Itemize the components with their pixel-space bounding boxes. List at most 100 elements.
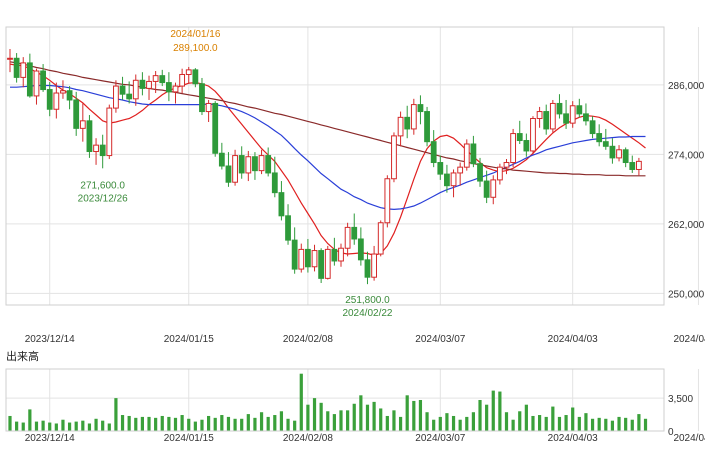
candlestick	[609, 138, 616, 164]
price-x-axis: 2023/12/14 2024/01/15 2024/02/08 2024/03/07…	[25, 334, 705, 345]
candlestick	[444, 164, 450, 193]
candlestick	[7, 49, 13, 73]
candlestick	[13, 53, 20, 83]
candle-body	[298, 248, 305, 270]
candlestick	[192, 68, 199, 88]
candlestick	[384, 175, 391, 228]
volume-bar	[557, 416, 562, 431]
candlestick	[377, 220, 384, 257]
candle-body	[596, 133, 603, 143]
candle-body	[172, 85, 179, 93]
volume-bar	[81, 420, 85, 431]
volume-bar	[458, 419, 462, 431]
volume-bar	[504, 412, 509, 431]
volume-bar	[120, 415, 125, 431]
candlestick	[106, 104, 113, 160]
volume-bar	[147, 416, 151, 431]
volume-bars	[8, 373, 648, 431]
candlestick	[463, 139, 470, 171]
candlestick	[556, 94, 563, 119]
volume-bar	[630, 419, 634, 431]
candle-body	[53, 92, 60, 110]
volume-bar	[134, 417, 138, 431]
volume-bar	[385, 415, 389, 431]
volume-bar	[451, 415, 456, 431]
volume-bar	[445, 413, 449, 431]
candlestick	[324, 245, 331, 280]
volume-bar	[180, 415, 184, 431]
candlestick	[530, 116, 536, 155]
candle-body	[13, 57, 20, 78]
volume-bar	[246, 414, 250, 431]
candle-body	[152, 75, 159, 82]
low-annotation-value: 271,600.0	[80, 180, 125, 191]
volume-bar	[61, 419, 65, 431]
candlestick	[457, 162, 464, 186]
candlestick	[470, 135, 477, 168]
volume-bar	[637, 414, 641, 431]
price-y-tick-label: 250,000	[668, 289, 705, 300]
volume-bar	[438, 416, 442, 431]
candle-body	[357, 238, 364, 261]
volume-bar	[213, 417, 217, 431]
candle-body	[285, 215, 291, 241]
candle-body	[106, 107, 113, 157]
volume-bar	[67, 422, 72, 431]
candle-body	[576, 105, 583, 115]
candle-body	[463, 143, 470, 168]
candlestick	[490, 175, 497, 205]
price-x-tick-label: 2024/01/15	[164, 334, 214, 345]
candlestick	[496, 163, 503, 185]
volume-bar	[127, 415, 131, 431]
high-annotation-value: 289,100.0	[173, 43, 218, 54]
candlestick	[265, 147, 272, 177]
volume-bar	[511, 419, 515, 431]
candle-body	[430, 141, 437, 164]
candle-body	[93, 144, 99, 153]
candlestick	[53, 82, 60, 119]
candlestick	[291, 227, 298, 274]
volume-x-tick-label: 2024/04/03	[548, 433, 598, 444]
candlestick	[252, 152, 258, 180]
candlestick	[172, 82, 179, 104]
volume-bar	[624, 417, 628, 431]
candlestick	[298, 243, 305, 273]
candlestick	[371, 245, 378, 281]
candle-body	[271, 172, 278, 194]
candle-body	[79, 120, 86, 129]
candle-body	[417, 104, 424, 113]
candlestick	[258, 149, 265, 175]
candlestick	[40, 64, 47, 92]
candle-body	[218, 152, 225, 167]
candle-body	[583, 113, 589, 122]
candlestick	[503, 159, 510, 175]
candle-body	[331, 248, 338, 262]
volume-x-tick-label: 2024/04/30	[673, 433, 705, 444]
candle-body	[404, 116, 411, 130]
candlestick	[99, 134, 106, 169]
volume-bar	[571, 407, 575, 431]
candlestick	[351, 213, 358, 245]
volume-bar	[253, 417, 257, 431]
candlestick	[113, 80, 119, 113]
candle-body	[225, 165, 232, 183]
candlestick	[483, 170, 490, 204]
price-y-tick-label: 274,000	[668, 150, 705, 161]
candle-body	[543, 111, 550, 130]
volume-bar	[478, 400, 482, 431]
low-annotation-date: 2023/12/26	[78, 193, 128, 204]
candle-body	[338, 247, 344, 262]
candle-body	[351, 226, 358, 240]
candle-body	[40, 70, 47, 91]
candlestick	[165, 72, 172, 102]
candle-body	[397, 116, 404, 137]
volume-bar	[154, 417, 158, 431]
low-annotation-date: 2024/02/22	[342, 308, 392, 319]
volume-bar	[392, 410, 396, 431]
candle-body	[371, 253, 378, 278]
volume-bar	[160, 415, 164, 431]
price-y-axis: 286,000 274,000 262,000 250,000	[668, 81, 705, 300]
volume-title: 出来高	[6, 349, 39, 363]
candlestick	[543, 104, 550, 135]
volume-bar	[312, 398, 317, 431]
